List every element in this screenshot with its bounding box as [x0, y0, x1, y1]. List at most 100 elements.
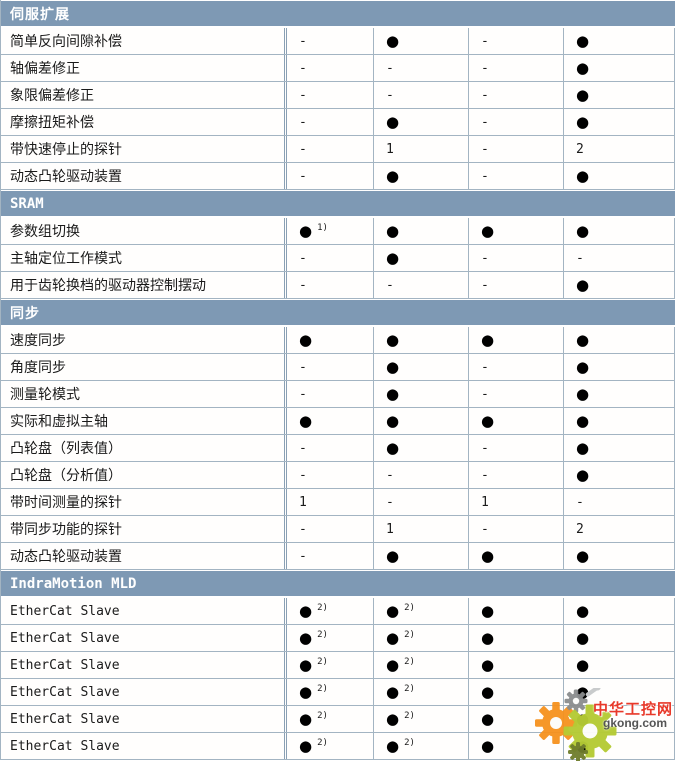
available-dot-icon: ● [481, 546, 495, 565]
footnote-marker: 2) [317, 630, 328, 640]
footnote-marker: 2) [317, 657, 328, 667]
available-dot-icon: ● [386, 384, 400, 403]
available-dot-icon: ● [386, 411, 400, 430]
value-cell: ● [374, 109, 469, 135]
value-cell: 1 [469, 489, 564, 515]
feature-label: EtherCat Slave [1, 679, 287, 705]
available-dot-icon: ● [481, 330, 495, 349]
table-row: 测量轮模式 - ● - ● [1, 381, 675, 408]
value-cell: - [469, 354, 564, 380]
section-title: 伺服扩展 [10, 5, 70, 22]
table-row: EtherCat Slave ● 2) ● 2) ● ● [1, 706, 675, 733]
feature-label: 用于齿轮换档的驱动器控制摆动 [1, 272, 287, 298]
available-dot-icon: ● [386, 709, 400, 728]
footnote-marker: 2) [404, 603, 415, 613]
value-cell: - [287, 109, 374, 135]
section-header: 伺服扩展 [1, 1, 675, 26]
footnote-marker: 2) [317, 711, 328, 721]
available-dot-icon: ● [386, 166, 400, 185]
value-cell: ● [287, 327, 374, 353]
value-cell: ● [374, 354, 469, 380]
value-cell: ● [469, 733, 564, 759]
table-row: 凸轮盘（列表值） - ● - ● [1, 435, 675, 462]
value-cell: ● [564, 598, 675, 624]
footnote-marker: 2) [404, 657, 415, 667]
value-cell: ● [564, 733, 675, 759]
available-dot-icon: ● [576, 411, 590, 430]
value-cell: - [374, 55, 469, 81]
value-cell: - [287, 28, 374, 54]
value-cell: ● [564, 435, 675, 461]
value-cell: - [374, 489, 469, 515]
value-cell: ● [564, 706, 675, 732]
available-dot-icon: ● [576, 85, 590, 104]
feature-label: EtherCat Slave [1, 625, 287, 651]
value-cell: ● [469, 543, 564, 569]
value-cell: ● [469, 679, 564, 705]
available-dot-icon: ● [386, 112, 400, 131]
value-cell: ● [374, 543, 469, 569]
available-dot-icon: ● [481, 221, 495, 240]
value-cell: ● [564, 354, 675, 380]
available-dot-icon: ● [386, 438, 400, 457]
available-dot-icon: ● [576, 736, 590, 755]
value-cell: ● [564, 652, 675, 678]
section-title: SRAM [10, 195, 44, 212]
value-cell: ● 2) [374, 706, 469, 732]
value-cell: - [287, 543, 374, 569]
value-cell: ● [469, 652, 564, 678]
value-cell: - [287, 163, 374, 189]
feature-label: 主轴定位工作模式 [1, 245, 287, 271]
value-cell: ● [469, 408, 564, 434]
value-cell: - [469, 462, 564, 488]
value-cell: - [374, 462, 469, 488]
value-cell: 2 [564, 516, 675, 542]
value-cell: ● [564, 381, 675, 407]
feature-label: 带同步功能的探针 [1, 516, 287, 542]
value-cell: ● [469, 625, 564, 651]
footnote-marker: 2) [404, 630, 415, 640]
feature-label: 带快速停止的探针 [1, 136, 287, 162]
value-cell: - [469, 136, 564, 162]
value-cell: - [469, 516, 564, 542]
available-dot-icon: ● [576, 166, 590, 185]
value-cell: ● [374, 381, 469, 407]
available-dot-icon: ● [481, 682, 495, 701]
available-dot-icon: ● [576, 31, 590, 50]
value-cell: - [469, 109, 564, 135]
value-cell: ● [374, 28, 469, 54]
value-cell: - [564, 489, 675, 515]
value-cell: - [469, 55, 564, 81]
feature-label: 角度同步 [1, 354, 287, 380]
value-cell: ● 1) [287, 218, 374, 244]
table-row: 速度同步 ● ● ● ● [1, 327, 675, 354]
section-title: IndraMotion MLD [10, 575, 137, 592]
section-title: 同步 [10, 304, 40, 321]
value-cell: - [469, 245, 564, 271]
available-dot-icon: ● [386, 628, 400, 647]
available-dot-icon: ● [576, 546, 590, 565]
available-dot-icon: ● [386, 248, 400, 267]
value-cell: - [564, 245, 675, 271]
value-cell: ● 2) [374, 652, 469, 678]
value-cell: ● [564, 82, 675, 108]
feature-label: 摩擦扭矩补偿 [1, 109, 287, 135]
value-cell: ● [469, 706, 564, 732]
value-cell: 1 [374, 516, 469, 542]
available-dot-icon: ● [576, 709, 590, 728]
value-cell: ● 2) [287, 652, 374, 678]
available-dot-icon: ● [299, 411, 313, 430]
value-cell: ● 2) [374, 625, 469, 651]
available-dot-icon: ● [386, 546, 400, 565]
value-cell: ● [564, 272, 675, 298]
feature-label: EtherCat Slave [1, 706, 287, 732]
available-dot-icon: ● [481, 628, 495, 647]
available-dot-icon: ● [481, 601, 495, 620]
available-dot-icon: ● [386, 655, 400, 674]
feature-label: 轴偏差修正 [1, 55, 287, 81]
table-row: EtherCat Slave ● 2) ● 2) ● ● [1, 733, 675, 760]
value-cell: ● [564, 327, 675, 353]
value-cell: - [287, 55, 374, 81]
value-cell: ● [564, 218, 675, 244]
value-cell: ● [564, 55, 675, 81]
